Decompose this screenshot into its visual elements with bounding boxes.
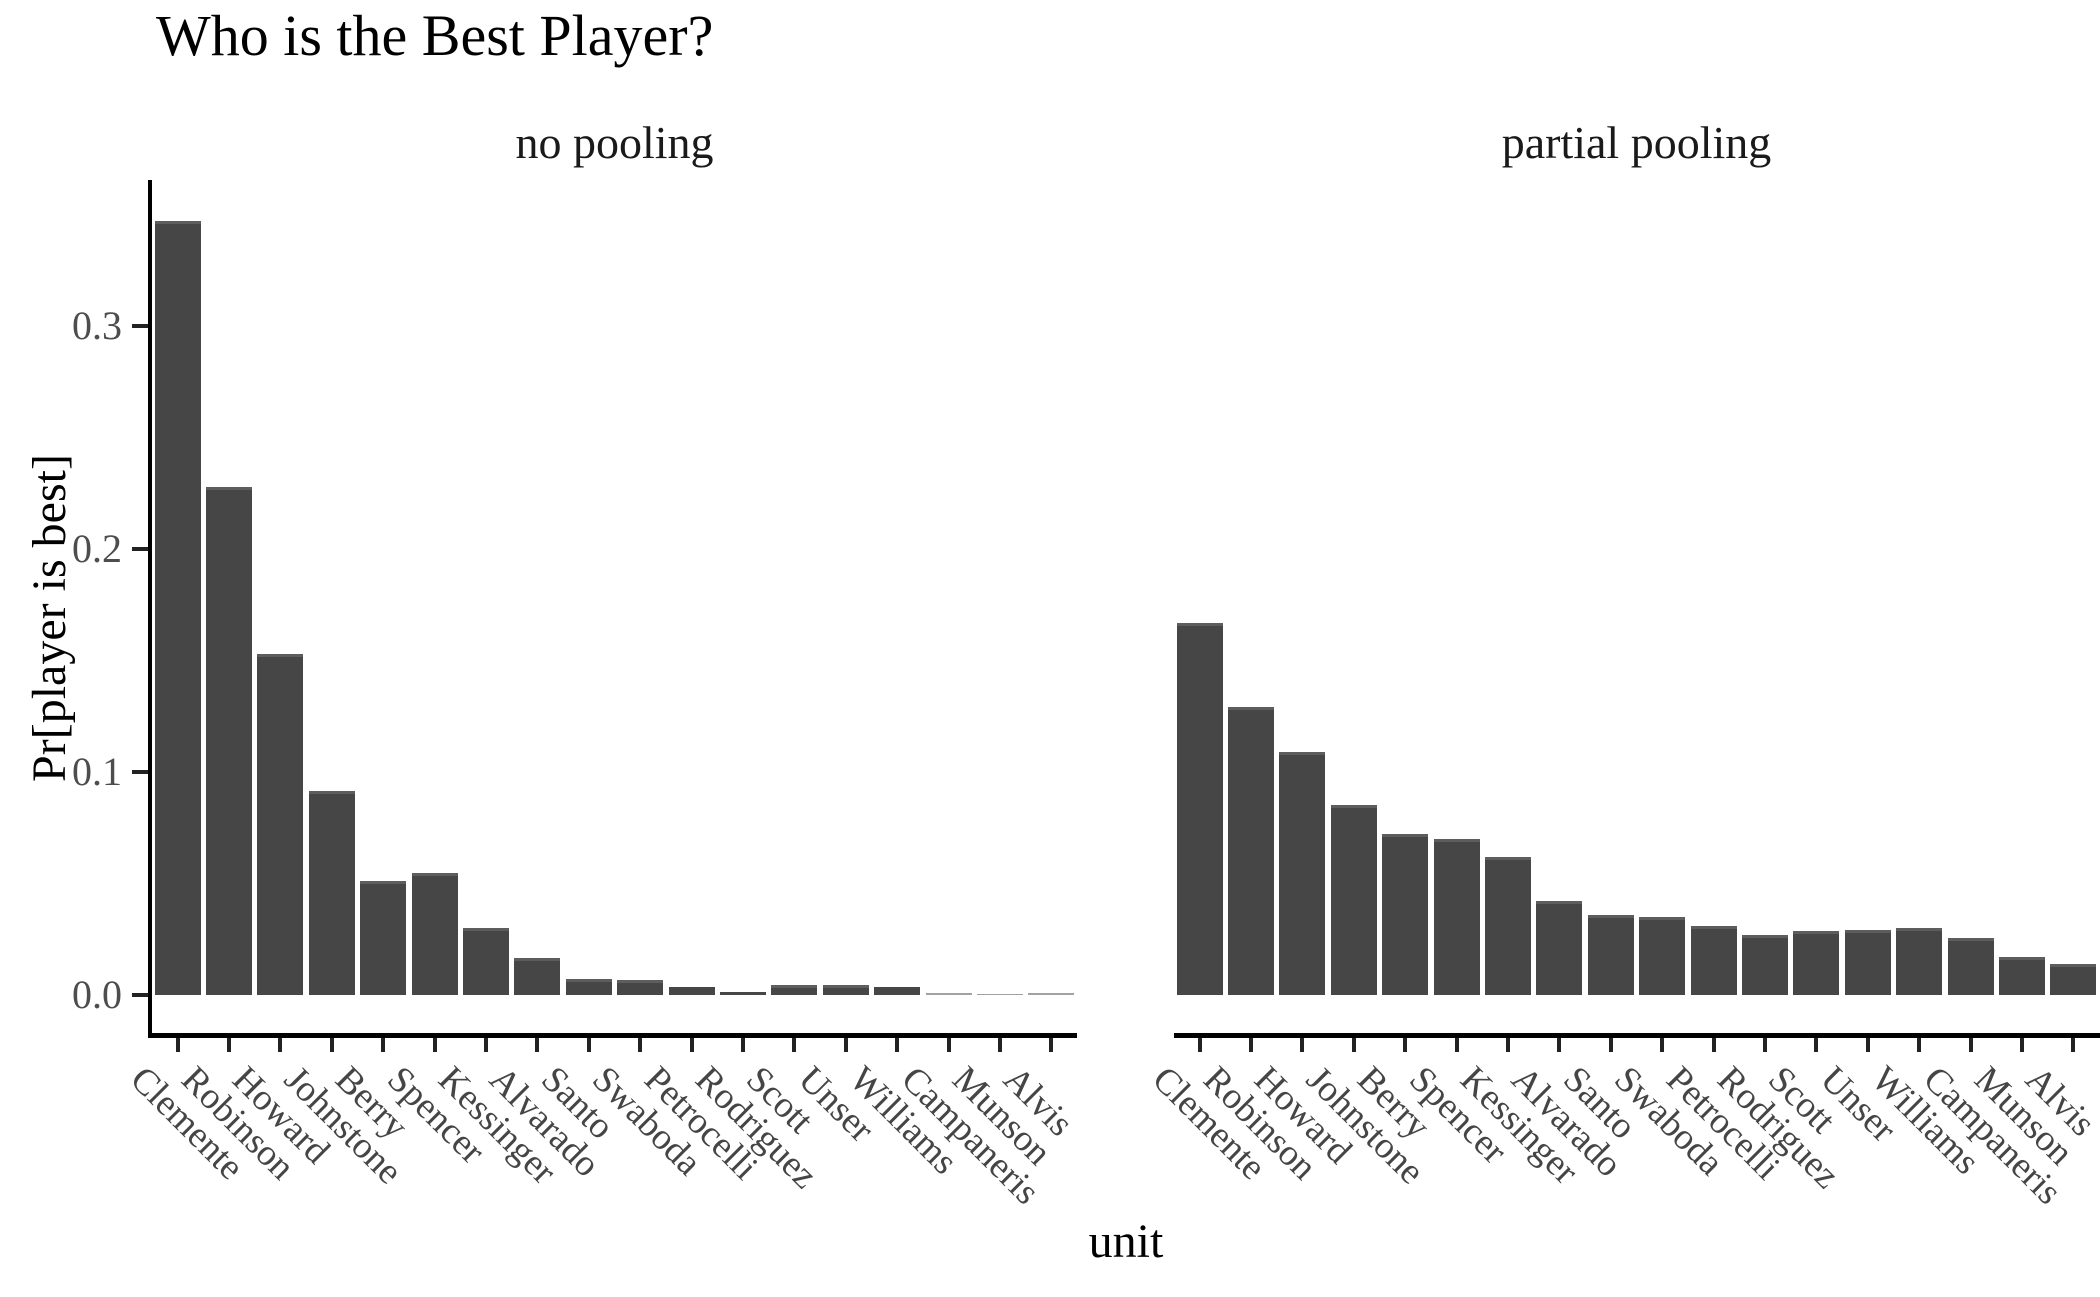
bar	[308, 790, 355, 995]
x-tick-mark	[1506, 1038, 1511, 1052]
x-tick-mark	[1249, 1038, 1254, 1052]
x-tick-mark	[792, 1038, 797, 1052]
bar	[771, 984, 818, 995]
bar	[360, 881, 407, 995]
x-tick-mark	[895, 1038, 900, 1052]
x-tick-mark	[1762, 1038, 1767, 1052]
bar	[1382, 834, 1429, 995]
x-tick-mark	[843, 1038, 848, 1052]
bar	[1639, 916, 1686, 995]
bar	[514, 957, 561, 995]
bar	[617, 980, 664, 995]
x-tick-mark	[1608, 1038, 1613, 1052]
bar	[1690, 925, 1737, 995]
bar	[925, 992, 972, 995]
x-tick-mark	[1814, 1038, 1819, 1052]
bar	[565, 978, 612, 995]
bar	[1947, 938, 1994, 995]
x-tick-mark	[227, 1038, 232, 1052]
x-tick-mark	[1300, 1038, 1305, 1052]
bar	[1896, 928, 1943, 995]
x-axis-line-right-panel	[1174, 1033, 2100, 1038]
bar	[206, 486, 253, 995]
x-tick-mark	[1968, 1038, 1973, 1052]
bar	[1793, 931, 1840, 995]
x-tick-mark	[329, 1038, 334, 1052]
y-axis-line	[148, 180, 152, 1038]
bar	[1741, 934, 1788, 995]
x-tick-mark	[1711, 1038, 1716, 1052]
x-tick-mark	[689, 1038, 694, 1052]
y-tick-mark	[132, 770, 148, 774]
y-tick-mark	[132, 993, 148, 997]
x-tick-mark	[1557, 1038, 1562, 1052]
y-tick-label: 0.3	[72, 303, 122, 348]
y-tick-label: 0.2	[72, 526, 122, 571]
bar	[154, 221, 201, 995]
y-tick-label: 0.0	[72, 972, 122, 1017]
x-tick-mark	[278, 1038, 283, 1052]
x-tick-mark	[432, 1038, 437, 1052]
x-tick-mark	[535, 1038, 540, 1052]
x-tick-mark	[638, 1038, 643, 1052]
bar	[411, 873, 458, 995]
bar	[1228, 707, 1275, 995]
bar	[1844, 930, 1891, 995]
x-tick-mark	[740, 1038, 745, 1052]
bar	[1176, 622, 1223, 995]
x-tick-mark	[1454, 1038, 1459, 1052]
bar	[1485, 856, 1532, 995]
bar	[1433, 838, 1480, 995]
bar	[668, 986, 715, 995]
x-tick-mark	[586, 1038, 591, 1052]
facet-strip-partial-pooling: partial pooling	[1501, 117, 1772, 168]
x-tick-mark	[997, 1038, 1002, 1052]
y-tick-label: 0.1	[72, 749, 122, 794]
x-tick-mark	[1865, 1038, 1870, 1052]
bar	[822, 984, 869, 995]
x-tick-mark	[2019, 1038, 2024, 1052]
bar	[1998, 957, 2045, 995]
bar	[976, 993, 1023, 995]
x-tick-mark	[1049, 1038, 1054, 1052]
x-axis-title: unit	[1088, 1215, 1164, 1268]
x-axis-line-left-panel	[148, 1033, 1077, 1038]
x-tick-mark	[1197, 1038, 1202, 1052]
bar	[2050, 963, 2097, 995]
facet-strip-no-pooling: no pooling	[515, 117, 714, 168]
y-axis-title: Pr[player is best]	[23, 454, 76, 782]
bar	[874, 986, 921, 995]
bar	[463, 928, 510, 995]
y-tick-mark	[132, 324, 148, 328]
x-tick-mark	[381, 1038, 386, 1052]
bar	[1536, 901, 1583, 995]
bar	[719, 991, 766, 995]
x-tick-mark	[1351, 1038, 1356, 1052]
x-tick-mark	[946, 1038, 951, 1052]
x-tick-mark	[1660, 1038, 1665, 1052]
bar	[1279, 751, 1326, 995]
y-tick-mark	[132, 547, 148, 551]
x-tick-mark	[2071, 1038, 2076, 1052]
bar	[1028, 992, 1075, 995]
bar	[257, 653, 304, 995]
bar	[1587, 914, 1634, 995]
bar	[1330, 805, 1377, 995]
x-tick-mark	[484, 1038, 489, 1052]
chart-title: Who is the Best Player?	[156, 3, 714, 68]
x-tick-mark	[1917, 1038, 1922, 1052]
x-tick-mark	[1403, 1038, 1408, 1052]
x-tick-mark	[175, 1038, 180, 1052]
